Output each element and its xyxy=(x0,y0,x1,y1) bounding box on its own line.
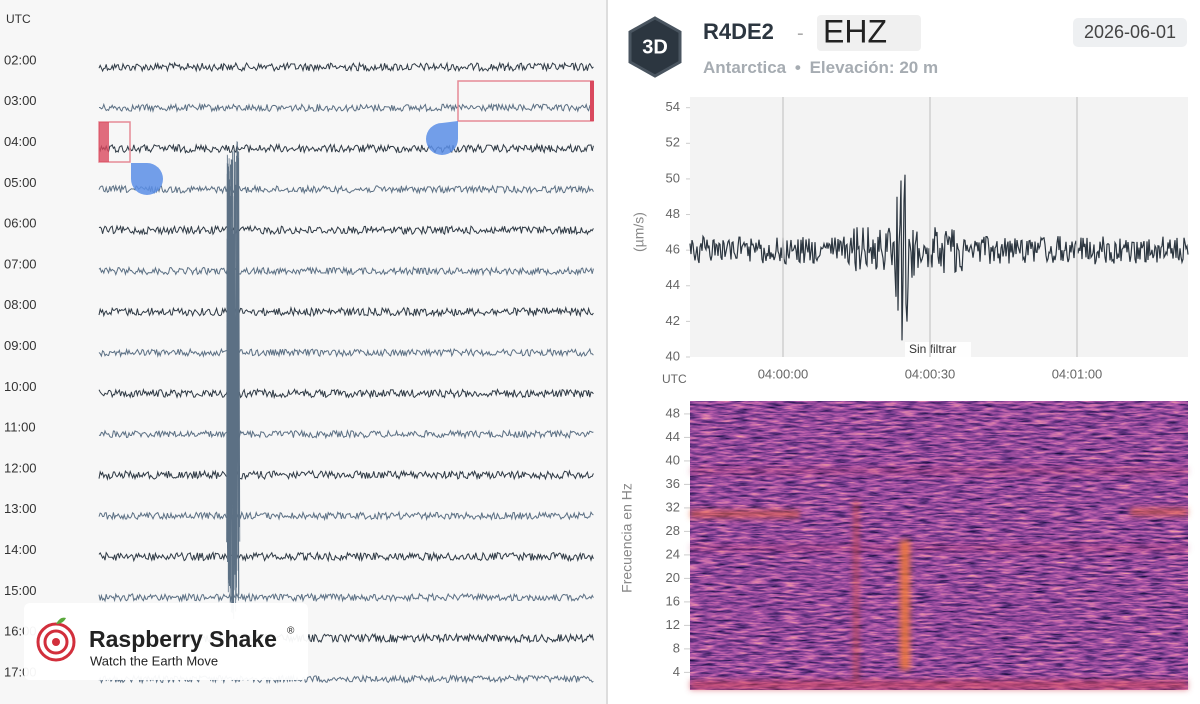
hour-label: 06:00 xyxy=(4,216,37,231)
hour-label: 09:00 xyxy=(4,338,37,353)
event-signal xyxy=(226,141,241,619)
hour-label: 12:00 xyxy=(4,460,37,475)
annotation-bg xyxy=(905,342,971,357)
helicorder-trace xyxy=(98,102,594,113)
helicorder-trace xyxy=(98,142,594,155)
helicorder-trace xyxy=(98,184,594,195)
x-tick-label: 04:00:30 xyxy=(905,366,956,381)
helicorder-trace xyxy=(98,347,594,358)
y-tick-label: 44 xyxy=(666,429,680,444)
marker[interactable] xyxy=(131,163,163,195)
hour-label: 15:00 xyxy=(4,583,37,598)
waveform-area xyxy=(690,97,1188,357)
helicorder-trace xyxy=(98,428,594,440)
elevation: Elevación: 20 m xyxy=(810,58,939,77)
badge[interactable]: 3D xyxy=(642,36,668,58)
y-tick-label: 52 xyxy=(666,135,680,150)
hour-label: 04:00 xyxy=(4,134,37,149)
helicorder-trace xyxy=(98,510,594,522)
logo-mark: ® xyxy=(287,626,295,637)
hour-label: 13:00 xyxy=(4,501,37,516)
helicorder-trace xyxy=(98,550,594,563)
x-axis-label: UTC xyxy=(662,372,687,386)
logo-name: Raspberry Shake xyxy=(89,626,277,652)
y-tick-label: 16 xyxy=(666,593,680,608)
helicorder-trace xyxy=(98,592,594,603)
badge-hex[interactable] xyxy=(628,16,682,78)
bullet: • xyxy=(795,58,801,77)
selection-edge xyxy=(590,81,594,121)
date[interactable]: 2026-06-01 xyxy=(1084,22,1176,42)
y-tick-label: 28 xyxy=(666,523,680,538)
separator: - xyxy=(797,22,804,44)
hour-label: 11:00 xyxy=(4,420,36,435)
spectrogram-features xyxy=(690,468,1188,690)
helicorder-trace xyxy=(98,265,594,277)
y-tick-label: 48 xyxy=(666,405,680,420)
hour-label: 14:00 xyxy=(4,542,37,557)
y-tick-label: 8 xyxy=(673,640,680,655)
y-tick-label: 24 xyxy=(666,546,680,561)
y-tick-label: 44 xyxy=(666,277,680,292)
utc-label: UTC xyxy=(6,12,31,26)
helicorder-trace xyxy=(98,305,594,318)
selection-edge xyxy=(99,122,109,162)
subtitle: Antarctica • Elevación: 20 m xyxy=(703,58,938,77)
y-tick-label: 12 xyxy=(666,617,680,632)
waveform-y-label: (µm/s) xyxy=(631,212,647,252)
marker[interactable] xyxy=(426,121,458,155)
y-tick-label: 54 xyxy=(666,99,680,114)
hour-label: 03:00 xyxy=(4,93,37,108)
helicorder-trace xyxy=(98,224,594,236)
location: Antarctica xyxy=(703,58,787,77)
hour-label: 02:00 xyxy=(4,52,37,67)
y-tick-label: 46 xyxy=(666,242,680,257)
channel-box[interactable] xyxy=(817,15,921,51)
y-tick-label: 4 xyxy=(673,664,680,679)
logo-tagline: Watch the Earth Move xyxy=(90,653,218,668)
hour-label: 10:00 xyxy=(4,379,37,394)
y-tick-label: 42 xyxy=(666,313,680,328)
y-tick-label: 50 xyxy=(666,170,680,185)
hour-label: 08:00 xyxy=(4,297,37,312)
annotation: Sin filtrar xyxy=(909,342,956,356)
logo-icon xyxy=(36,617,76,662)
helicorder-trace xyxy=(98,61,594,73)
spectrogram xyxy=(690,401,1188,690)
y-tick-label: 48 xyxy=(666,206,680,221)
waveform-trace xyxy=(689,174,1189,341)
hour-label: 07:00 xyxy=(4,256,37,271)
helicorder-trace xyxy=(98,387,594,400)
station: R4DE2 xyxy=(703,19,774,44)
x-tick-label: 04:01:00 xyxy=(1052,366,1103,381)
y-tick-label: 40 xyxy=(666,348,680,363)
y-tick-label: 32 xyxy=(666,499,680,514)
channel[interactable]: EHZ xyxy=(823,13,887,49)
helicorder-trace xyxy=(98,469,594,481)
y-tick-label: 40 xyxy=(666,452,680,467)
y-tick-label: 36 xyxy=(666,476,680,491)
waveform: Sin filtrar xyxy=(689,174,1189,357)
date-box[interactable] xyxy=(1073,18,1187,47)
hour-label: 05:00 xyxy=(4,175,37,190)
logo-box xyxy=(24,603,308,680)
x-tick-label: 04:00:00 xyxy=(758,366,809,381)
spectrogram-y-label: Frecuencia en Hz xyxy=(619,483,635,593)
helicorder-traces: 02:00 03:00 04:00 05:00 06:00 07:00 08:00 09:00… xyxy=(4,52,594,685)
y-tick-label: 20 xyxy=(666,570,680,585)
